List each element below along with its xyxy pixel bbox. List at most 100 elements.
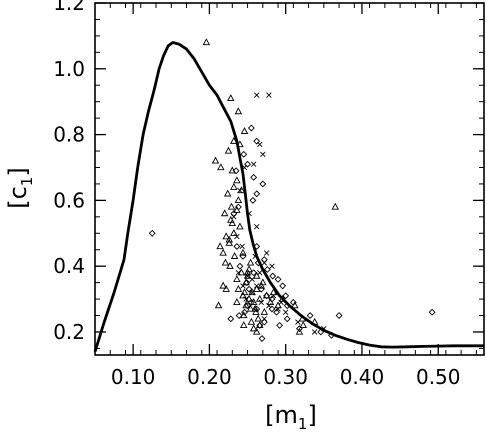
triangle-point (234, 107, 243, 115)
cross-point (253, 92, 260, 98)
triangle-point (223, 189, 232, 197)
triangle-point (257, 281, 266, 289)
cross-point (252, 253, 258, 260)
triangle-point (221, 258, 230, 266)
triangle-point (239, 321, 248, 329)
cross-point (249, 276, 255, 283)
cross-point (321, 325, 327, 332)
triangle-point (245, 265, 253, 273)
triangle-point (269, 288, 278, 296)
cross-point (261, 316, 268, 322)
triangle-point (222, 232, 230, 240)
diamond-point (254, 259, 262, 267)
diamond-point (148, 229, 156, 237)
triangle-point (252, 284, 261, 292)
diamond-point (233, 243, 241, 250)
cross-point (266, 92, 272, 98)
diamond-point (244, 302, 251, 310)
y-tick-label: 0.8 (53, 123, 85, 147)
triangle-point (240, 288, 249, 296)
triangle-point (225, 238, 234, 246)
diamond-point (428, 308, 436, 316)
diamond-point (256, 321, 264, 329)
diamond-point (227, 315, 235, 323)
triangle-point (274, 301, 282, 309)
cross-point (258, 299, 264, 306)
cross-point (244, 273, 251, 279)
cross-point (240, 283, 246, 289)
diamond-point (263, 292, 271, 300)
diamond-point (247, 298, 255, 306)
cross-point (235, 270, 242, 276)
diamond-point (283, 315, 291, 323)
diamond-point (257, 285, 265, 293)
cross-point (278, 299, 284, 306)
diamond-point (236, 262, 244, 270)
triangle-point (234, 284, 243, 292)
cross-point (253, 283, 260, 289)
cross-point (250, 161, 257, 167)
cross-point (263, 250, 270, 256)
diamond-point (263, 266, 271, 273)
triangle-point (298, 314, 307, 322)
x-tick-label: 0.20 (187, 365, 232, 389)
triangle-point (216, 242, 224, 250)
triangle-point (310, 317, 319, 325)
triangle-point (239, 248, 247, 256)
diamond-point (235, 312, 243, 319)
diamond-point (250, 269, 258, 277)
triangle-point (233, 275, 241, 282)
triangle-point (254, 314, 262, 322)
diamond-point (283, 302, 291, 310)
triangle-point (243, 268, 252, 276)
triangle-point (233, 298, 241, 306)
diamond-point (306, 312, 314, 319)
cross-point (257, 141, 263, 148)
cross-point (253, 223, 260, 230)
triangle-point (211, 156, 220, 164)
y-axis-title: [c1] (4, 167, 36, 208)
diamond-point (249, 196, 257, 204)
cross-point (282, 309, 289, 315)
cross-point (239, 243, 245, 250)
diamond-point (253, 190, 261, 198)
diamond-point (232, 167, 240, 175)
triangle-point (236, 140, 244, 148)
cross-point (311, 329, 318, 335)
cross-point (295, 319, 301, 325)
cross-point (231, 214, 237, 220)
cross-point (260, 151, 266, 158)
triangle-point (230, 136, 238, 144)
diamond-point (279, 282, 287, 290)
triangle-point (295, 327, 304, 335)
triangle-point (259, 278, 267, 286)
triangle-point (251, 304, 259, 312)
triangle-point (252, 307, 260, 315)
triangle-point (227, 94, 235, 102)
triangle-point (237, 268, 246, 276)
plot-frame (94, 2, 485, 356)
diamond-point (239, 252, 247, 260)
triangle-point (252, 327, 261, 335)
y-tick-label: 0.6 (53, 188, 85, 212)
diamond-point (335, 312, 343, 319)
triangle-point (246, 304, 255, 312)
diamond-point (276, 321, 284, 329)
triangle-point (226, 261, 234, 269)
triangle-point (246, 258, 255, 266)
diamond-point (289, 298, 297, 306)
triangle-point (242, 301, 250, 309)
triangle-point (239, 311, 248, 319)
diamond-point (245, 285, 253, 293)
cross-point (275, 306, 281, 312)
triangle-point (219, 281, 227, 289)
triangle-point (217, 163, 225, 171)
diamond-point (282, 292, 290, 300)
diamond-point (269, 272, 277, 280)
triangle-point (228, 219, 237, 227)
diamond-point (253, 137, 261, 145)
triangle-point (224, 146, 233, 154)
diamond-point (250, 173, 258, 181)
cross-point (234, 233, 240, 240)
